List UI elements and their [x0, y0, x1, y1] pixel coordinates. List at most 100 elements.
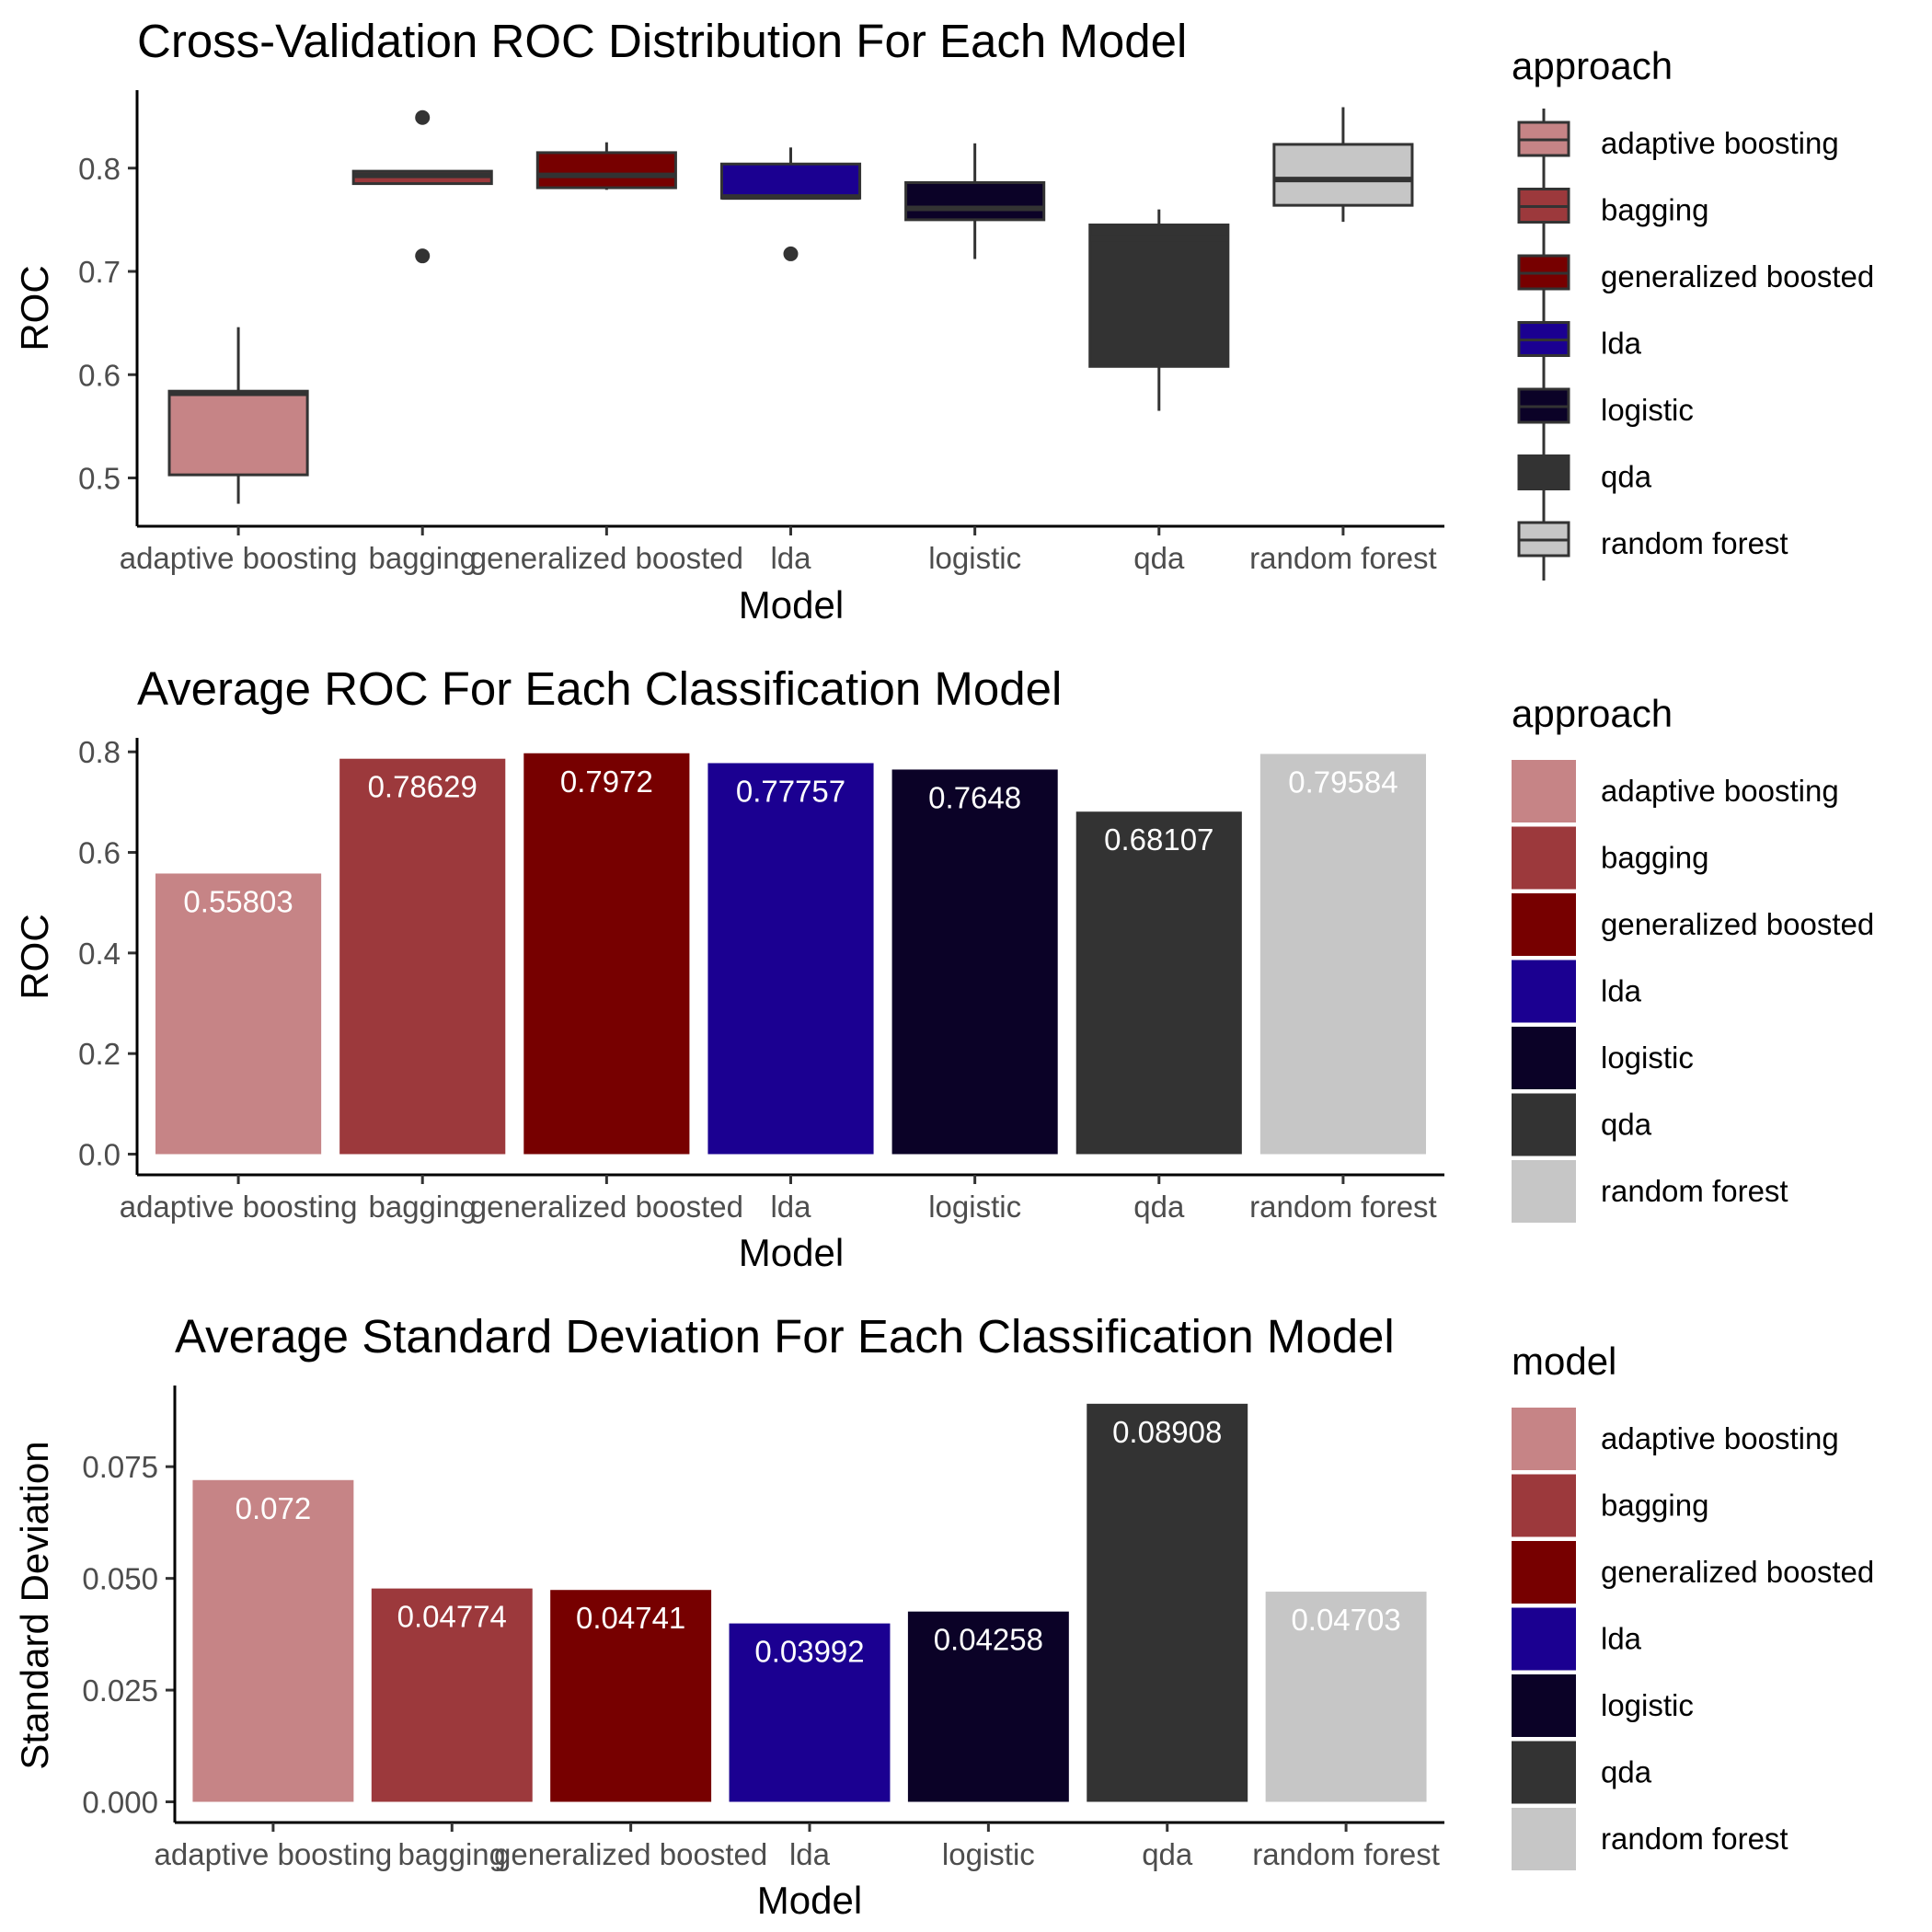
x-tick-label: generalized boosted [470, 1190, 743, 1224]
bar [729, 1623, 891, 1802]
y-axis-title: ROC [13, 265, 56, 351]
legend-key-swatch [1512, 1808, 1576, 1870]
x-tick-label: logistic [942, 1837, 1035, 1871]
bar [1259, 753, 1426, 1155]
bar-adaptive-boosting: 0.55803 [155, 873, 322, 1155]
bar-lda: 0.77757 [707, 763, 874, 1155]
box-body [1272, 143, 1414, 207]
x-tick-label: random forest [1249, 1190, 1437, 1224]
legend-key-swatch [1512, 1674, 1576, 1737]
x-tick-label: random forest [1252, 1837, 1440, 1871]
bar-value-label: 0.072 [236, 1491, 312, 1525]
bar [1087, 1403, 1248, 1802]
y-tick-label: 0.0 [78, 1138, 121, 1172]
legend-label-lda: lda [1601, 974, 1642, 1008]
bar-value-label: 0.7972 [560, 765, 653, 799]
x-axis-title: Model [757, 1879, 862, 1922]
legend-title: approach [1512, 692, 1673, 735]
y-axis-title: Standard Deviation [13, 1441, 56, 1769]
panel-average-roc: Average ROC For Each Classification Mode… [13, 662, 1874, 1274]
legend-label-adaptive-boosting: adaptive boosting [1601, 1421, 1839, 1455]
bar-adaptive-boosting: 0.072 [192, 1479, 354, 1802]
legend-label-qda: qda [1601, 460, 1652, 494]
y-tick-label: 0.6 [78, 836, 121, 870]
box-body [904, 180, 1046, 222]
chart-title: Average Standard Deviation For Each Clas… [175, 1310, 1395, 1363]
outlier-point [415, 248, 431, 264]
bar-value-label: 0.78629 [368, 770, 477, 804]
legend-items: adaptive boosting bagging generalized boos… [1517, 109, 1874, 581]
box-random-forest [1272, 107, 1414, 223]
x-tick-label: qda [1142, 1837, 1193, 1871]
bar [707, 763, 874, 1155]
bar-random-forest: 0.79584 [1259, 753, 1426, 1155]
y-axis: 0.0 0.2 0.4 0.6 0.8 [78, 735, 137, 1172]
legend-label-logistic: logistic [1601, 393, 1694, 427]
bar-bagging: 0.78629 [339, 758, 506, 1155]
bar [192, 1479, 354, 1802]
box-generalized-boosted [535, 142, 677, 190]
bar-value-label: 0.03992 [754, 1635, 864, 1669]
legend: approach adaptive boosting bagging general… [1512, 692, 1874, 1223]
bar [155, 873, 322, 1155]
x-tick-label: generalized boosted [470, 541, 743, 575]
plot-area: 0.072 0.04774 0.04741 0.03992 0.04258 0.08908… [192, 1403, 1427, 1802]
bar-value-label: 0.08908 [1112, 1415, 1222, 1449]
y-tick-label: 0.050 [82, 1562, 158, 1596]
bar-value-label: 0.04258 [934, 1623, 1043, 1657]
legend-label-generalized-boosted: generalized boosted [1601, 259, 1874, 293]
bar-value-label: 0.77757 [736, 774, 845, 808]
bar-value-label: 0.04774 [397, 1600, 507, 1634]
legend-key-swatch [1512, 893, 1576, 956]
x-tick-label: generalized boosted [494, 1837, 767, 1871]
legend-label-bagging: bagging [1601, 193, 1708, 227]
legend-key-swatch [1512, 826, 1576, 890]
legend-key-swatch [1512, 1160, 1576, 1223]
y-tick-label: 0.2 [78, 1037, 121, 1071]
x-tick-label: lda [770, 1190, 811, 1224]
legend-label-adaptive-boosting: adaptive boosting [1601, 126, 1839, 160]
box-adaptive-boosting [167, 327, 309, 504]
box-bagging [351, 109, 493, 264]
bar-bagging: 0.04774 [371, 1588, 533, 1802]
bar [339, 758, 506, 1155]
x-axis-title: Model [739, 1231, 844, 1274]
legend-items: adaptive boosting bagging generalized boos… [1512, 1408, 1874, 1870]
y-tick-label: 0.075 [82, 1450, 158, 1484]
x-tick-label: adaptive boosting [120, 1190, 358, 1224]
x-axis-title: Model [739, 583, 844, 627]
bar [550, 1590, 712, 1802]
bar-qda: 0.68107 [1075, 811, 1242, 1155]
outlier-point [783, 246, 799, 261]
legend-label-random-forest: random forest [1601, 526, 1788, 560]
x-tick-label: qda [1133, 541, 1185, 575]
bar-generalized-boosted: 0.7972 [523, 753, 690, 1155]
bar [907, 1611, 1069, 1802]
legend-title: approach [1512, 44, 1673, 87]
legend-label-generalized-boosted: generalized boosted [1601, 1555, 1874, 1589]
bar [1265, 1592, 1427, 1802]
legend-label-lda: lda [1601, 327, 1642, 361]
bar-value-label: 0.68107 [1104, 822, 1213, 857]
legend-label-logistic: logistic [1601, 1041, 1694, 1075]
bar-value-label: 0.04741 [576, 1601, 685, 1635]
y-axis-title: ROC [13, 914, 56, 999]
legend-label-bagging: bagging [1601, 841, 1708, 875]
box-body [1088, 223, 1230, 368]
y-tick-label: 0.4 [78, 937, 121, 971]
x-tick-label: logistic [928, 541, 1021, 575]
bar-logistic: 0.04258 [907, 1611, 1069, 1802]
bar-value-label: 0.79584 [1288, 765, 1397, 799]
legend-key-swatch [1512, 1474, 1576, 1537]
x-tick-label: bagging [368, 1190, 476, 1224]
bar-value-label: 0.04703 [1291, 1603, 1400, 1637]
x-tick-label: bagging [398, 1837, 506, 1871]
x-tick-label: lda [770, 541, 811, 575]
x-tick-label: lda [789, 1837, 831, 1871]
y-tick-label: 0.8 [78, 735, 121, 769]
legend-label-random-forest: random forest [1601, 1174, 1788, 1208]
box-lda [719, 147, 862, 261]
box-body [167, 389, 309, 477]
